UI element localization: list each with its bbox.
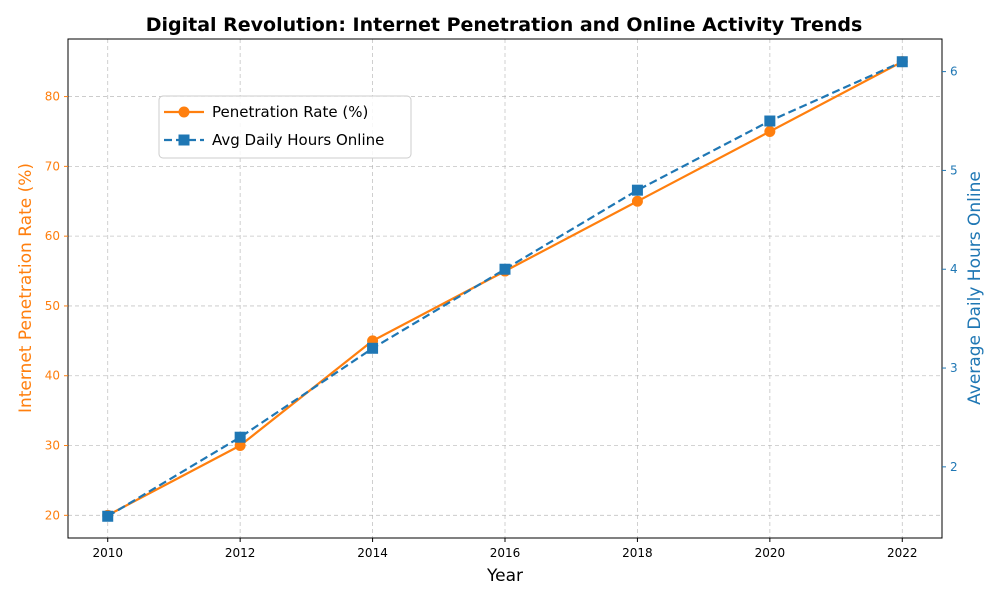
x-tick-label: 2010 bbox=[92, 546, 123, 560]
x-tick-label: 2014 bbox=[357, 546, 388, 560]
x-tick-label: 2012 bbox=[225, 546, 256, 560]
axes: 2010 2012 2014 2016 2018 2020 2022 20 30 40 50 60 70… bbox=[45, 65, 958, 560]
x-axis-label: Year bbox=[486, 566, 523, 586]
data-point bbox=[102, 510, 114, 522]
chart-title: Digital Revolution: Internet Penetration… bbox=[146, 14, 863, 36]
x-tick-label: 2022 bbox=[887, 546, 918, 560]
data-point bbox=[764, 125, 776, 137]
y-right-tick-label: 5 bbox=[950, 163, 958, 177]
y-right-tick-label: 2 bbox=[950, 460, 958, 474]
data-point bbox=[631, 184, 643, 196]
y-right-tick-label: 3 bbox=[950, 361, 958, 375]
legend-item: Penetration Rate (%) bbox=[164, 103, 368, 121]
series-2 bbox=[102, 56, 908, 522]
data-point bbox=[234, 431, 246, 443]
legend-label: Penetration Rate (%) bbox=[212, 103, 368, 121]
y-left-tick-label: 40 bbox=[45, 369, 60, 383]
legend-box bbox=[158, 95, 412, 159]
y-left-tick-label: 70 bbox=[45, 159, 60, 173]
y-left-tick-label: 60 bbox=[45, 229, 60, 243]
y-left-tick-label: 30 bbox=[45, 439, 60, 453]
y-left-tick-label: 80 bbox=[45, 90, 60, 104]
data-point bbox=[234, 440, 246, 452]
y-axis-left-label: Internet Penetration Rate (%) bbox=[16, 163, 36, 413]
legend-label: Avg Daily Hours Online bbox=[212, 131, 384, 149]
legend-marker bbox=[178, 106, 190, 118]
legend-item: Avg Daily Hours Online bbox=[164, 131, 384, 149]
series-layer bbox=[102, 56, 908, 522]
x-tick-label: 2020 bbox=[755, 546, 786, 560]
data-point bbox=[499, 263, 511, 275]
data-point bbox=[631, 195, 643, 207]
data-point bbox=[367, 342, 379, 354]
y-right-tick-label: 4 bbox=[950, 262, 958, 276]
data-point bbox=[764, 115, 776, 127]
y-axis-right-label: Average Daily Hours Online bbox=[965, 171, 985, 405]
x-tick-label: 2018 bbox=[622, 546, 653, 560]
grid bbox=[68, 39, 942, 538]
y-left-tick-label: 20 bbox=[45, 508, 60, 522]
x-tick-label: 2016 bbox=[490, 546, 521, 560]
data-point bbox=[896, 56, 908, 68]
legend-marker bbox=[178, 134, 190, 146]
legend: Penetration Rate (%) Avg Daily Hours Onli… bbox=[158, 95, 412, 159]
y-right-tick-label: 6 bbox=[950, 65, 958, 79]
y-left-tick-label: 50 bbox=[45, 299, 60, 313]
